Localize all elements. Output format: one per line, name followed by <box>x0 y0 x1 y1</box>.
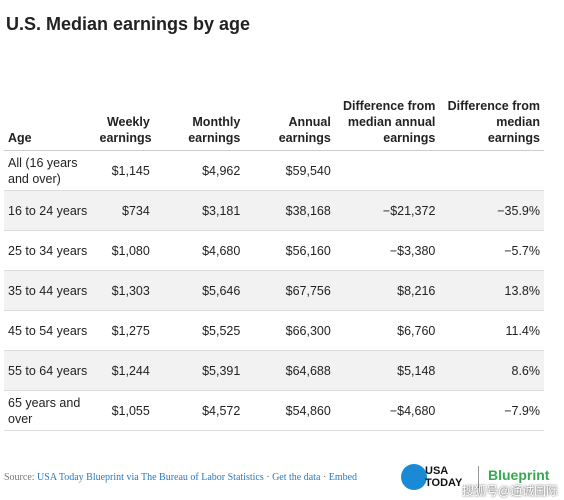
row: 65 years and over $1,055 $4,572 $54,860 −$4,… <box>4 390 544 431</box>
cell: −$4,680 <box>334 390 440 431</box>
row: 35 to 44 years $1,303 $5,646 $67,756 $8,216 1… <box>4 270 544 311</box>
footer: Source: USA Today Blueprint via The Bure… <box>4 472 358 483</box>
cell: $4,962 <box>153 150 245 191</box>
cell: $1,055 <box>95 390 154 431</box>
cell: $734 <box>95 190 154 231</box>
source-label: Source: <box>4 472 35 483</box>
row: 55 to 64 years $1,244 $5,391 $64,688 $5,148 8… <box>4 350 544 391</box>
cell: $1,303 <box>95 270 154 311</box>
cell: $67,756 <box>244 270 335 311</box>
cell: $5,391 <box>153 350 245 391</box>
header-cell: Annual earnings <box>244 66 335 151</box>
row: 25 to 34 years $1,080 $4,680 $56,160 −$3,380… <box>4 230 544 271</box>
cell: $38,168 <box>244 190 335 231</box>
cell: 45 to 54 years <box>4 310 96 351</box>
cell: 65 years and over <box>4 390 96 431</box>
cell: $1,080 <box>95 230 154 271</box>
cell: $1,145 <box>95 150 154 191</box>
cell: −35.9% <box>439 190 544 231</box>
row: 16 to 24 years $734 $3,181 $38,168 −$21,372−… <box>4 190 544 231</box>
logo-circle <box>401 464 427 490</box>
cell <box>439 150 544 191</box>
cell: $54,860 <box>244 390 335 431</box>
row: All (16 years and over) $1,145 $4,962 $59,5… <box>4 150 544 191</box>
cell: 35 to 44 years <box>4 270 96 311</box>
cell: −7.9% <box>439 390 544 431</box>
embed-link[interactable]: Embed <box>328 472 358 483</box>
cell: $5,148 <box>334 350 440 391</box>
cell: $1,244 <box>95 350 154 391</box>
header-cell: Difference from median annual earnings <box>334 66 440 151</box>
cell: All (16 years and over) <box>4 150 96 191</box>
cell: 11.4% <box>439 310 544 351</box>
watermark: 搜狐号@通诚国际 <box>462 484 559 498</box>
cell: $1,275 <box>95 310 154 351</box>
cell: −$3,380 <box>334 230 440 271</box>
source-link[interactable]: USA Today Blueprint via The Bureau of La… <box>37 472 264 483</box>
cell: $5,525 <box>153 310 245 351</box>
cell: 16 to 24 years <box>4 190 96 231</box>
cell: $3,181 <box>153 190 245 231</box>
get-data-link[interactable]: Get the data <box>272 472 321 483</box>
cell: −$21,372 <box>334 190 440 231</box>
cell: 25 to 34 years <box>4 230 96 271</box>
cell: 13.8% <box>439 270 544 311</box>
cell: −5.7% <box>439 230 544 271</box>
cell: $6,760 <box>334 310 440 351</box>
brand: Blueprint <box>488 467 550 483</box>
cell: 55 to 64 years <box>4 350 96 391</box>
cell: $59,540 <box>244 150 335 191</box>
cell: $8,216 <box>334 270 440 311</box>
title: U.S. Median earnings by age <box>6 14 251 34</box>
cell <box>334 150 440 191</box>
header-cell: Difference from median earnings <box>439 66 544 151</box>
header-cell: Monthly earnings <box>153 66 245 151</box>
cell: 8.6% <box>439 350 544 391</box>
cell: $64,688 <box>244 350 335 391</box>
header-row: Age Weekly earnings Monthly earnings Annual… <box>4 66 544 151</box>
cell: $56,160 <box>244 230 335 271</box>
row: 45 to 54 years $1,275 $5,525 $66,300 $6,760 1… <box>4 310 544 351</box>
cell: $5,646 <box>153 270 245 311</box>
cell: $4,572 <box>153 390 245 431</box>
earnings-table: Age Weekly earnings Monthly earnings Annual… <box>4 66 544 431</box>
cell: $4,680 <box>153 230 245 271</box>
header-cell: Age <box>4 66 96 151</box>
separator <box>478 466 479 488</box>
cell: $66,300 <box>244 310 335 351</box>
logo-text: USA TODAY <box>425 465 463 489</box>
header-cell: Weekly earnings <box>95 66 154 151</box>
